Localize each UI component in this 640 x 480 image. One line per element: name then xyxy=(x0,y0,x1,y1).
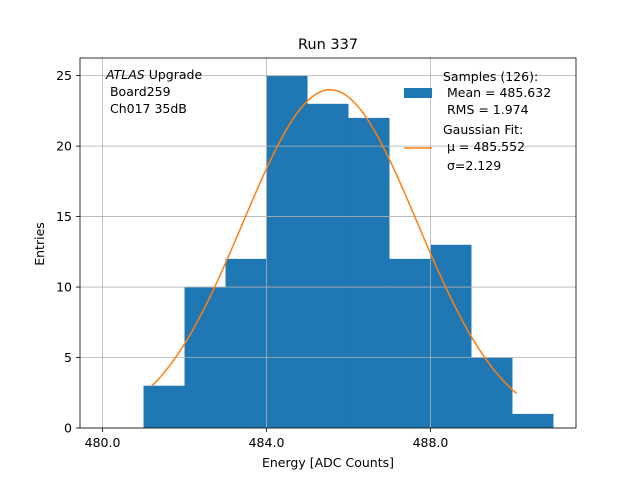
legend-histogram-line-3: RMS = 1.974 xyxy=(443,102,529,117)
annotation-italic: ATLAS xyxy=(105,67,145,82)
annotation-line-1: ATLAS Upgrade xyxy=(105,67,202,82)
histogram-bar xyxy=(307,103,349,429)
y-tick-label: 10 xyxy=(56,280,72,295)
histogram-bar xyxy=(225,258,267,428)
legend-fit-line-2: μ = 485.552 xyxy=(443,139,525,154)
histogram-bar xyxy=(430,244,472,428)
histogram-bar xyxy=(143,385,185,428)
histogram-bar xyxy=(471,357,513,428)
axes-frame xyxy=(79,57,577,429)
histogram-bar xyxy=(266,75,308,428)
histogram-bar xyxy=(348,117,390,429)
y-tick-label: 20 xyxy=(56,139,72,154)
legend-histogram-line-2: Mean = 485.632 xyxy=(443,85,551,100)
histogram-bar xyxy=(512,413,554,428)
legend-fit-line-1: Gaussian Fit: xyxy=(443,122,523,137)
annotation-rest: Upgrade xyxy=(145,67,203,82)
legend: Samples (126): Mean = 485.632 RMS = 1.97… xyxy=(404,69,551,173)
atlas-annotation: ATLAS Upgrade Board259 Ch017 35dB xyxy=(105,67,202,116)
annotation-line-3: Ch017 35dB xyxy=(106,101,187,116)
y-tick-label: 0 xyxy=(64,421,72,436)
gaussian-fit-curve xyxy=(151,88,518,395)
legend-histogram-line-1: Samples (126): xyxy=(443,69,538,84)
plot-area: 480.0 484.0 488.0 0 5 10 15 20 25 xyxy=(56,57,577,450)
histogram-bar xyxy=(389,258,431,428)
chart-title: Run 337 xyxy=(298,37,358,53)
y-tick-label: 15 xyxy=(56,209,72,224)
y-tick-label: 5 xyxy=(64,350,72,365)
x-tick-label: 480.0 xyxy=(85,435,121,450)
x-tick-label: 488.0 xyxy=(413,435,449,450)
y-tick-label: 25 xyxy=(56,68,72,83)
y-axis-label: Entries xyxy=(32,222,47,266)
legend-fit-line-3: σ=2.129 xyxy=(443,158,501,173)
x-tick-label: 484.0 xyxy=(249,435,285,450)
x-axis-label: Energy [ADC Counts] xyxy=(262,455,394,470)
legend-histogram-swatch xyxy=(404,88,432,98)
annotation-line-2: Board259 xyxy=(106,84,171,99)
